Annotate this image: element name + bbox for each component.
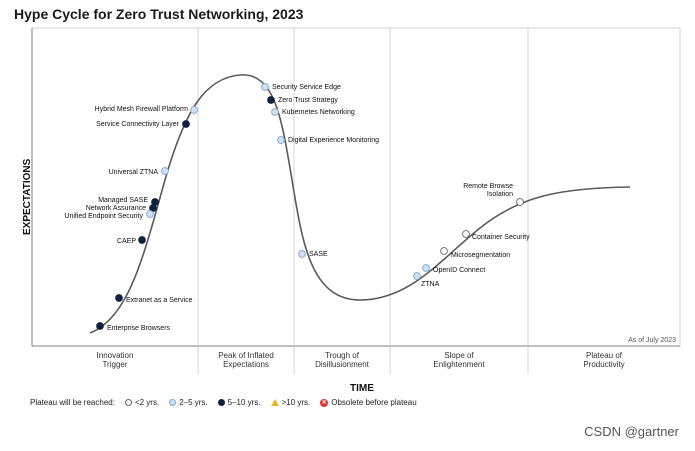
data-point-label: Managed SASE: [98, 197, 148, 204]
data-point-label: Container Security: [472, 234, 530, 241]
data-point: [261, 83, 269, 91]
phase-label: Slope of Enlightenment: [433, 351, 485, 369]
triangle-icon: [270, 399, 279, 406]
x-axis-label: TIME: [350, 383, 374, 394]
data-point-label: Hybrid Mesh Firewall Platform: [95, 106, 189, 113]
legend-item-2-5: 2–5 yrs.: [169, 398, 208, 407]
data-point-label: Universal ZTNA: [109, 169, 159, 176]
legend-item-gt10: >10 yrs.: [270, 398, 310, 407]
legend-item-obsolete: ✕ Obsolete before plateau: [320, 398, 417, 407]
data-point: [298, 250, 306, 258]
y-axis-label: EXPECTATIONS: [22, 158, 33, 235]
obsolete-x-icon: ✕: [320, 398, 329, 407]
data-point: [462, 230, 470, 238]
data-point: [149, 204, 157, 212]
data-point: [115, 294, 123, 302]
legend-title: Plateau will be reached:: [30, 398, 115, 407]
data-point: [267, 96, 275, 104]
data-point: [516, 198, 524, 206]
data-point-label: SASE: [309, 251, 328, 258]
as-of-label: As of July 2023: [628, 337, 676, 344]
data-point-label: Security Service Edge: [272, 84, 341, 91]
phase-label: Trough of Disillusionment: [315, 351, 370, 369]
data-point: [422, 264, 430, 272]
data-point-label: OpenID Connect: [433, 267, 485, 274]
data-point-label: Kubernetes Networking: [282, 109, 355, 116]
legend: Plateau will be reached: <2 yrs. 2–5 yrs…: [30, 398, 417, 407]
data-point-label: Digital Experience Monitoring: [288, 137, 379, 144]
data-point: [277, 136, 285, 144]
data-point: [413, 272, 421, 280]
data-point-label: Network Assurance: [86, 205, 146, 212]
data-point-label: ZTNA: [421, 281, 440, 288]
data-point: [271, 108, 279, 116]
data-point: [440, 247, 448, 255]
data-point: [96, 322, 104, 330]
data-point: [190, 106, 198, 114]
phase-label: Innovation Trigger: [97, 351, 134, 369]
legend-item-5-10: 5–10 yrs.: [217, 398, 261, 407]
data-point: [138, 236, 146, 244]
navy-dot-icon: [217, 399, 225, 406]
hype-cycle-chart: Innovation Trigger Peak of Inflated Expecta…: [22, 27, 681, 394]
data-point-label: Unified Endpoint Security: [64, 213, 143, 220]
phase-label: Plateau of Productivity: [583, 351, 624, 369]
data-point-label: CAEP: [117, 238, 136, 245]
data-point: [182, 120, 190, 128]
data-point-label: Remote Browse Isolation: [463, 183, 513, 198]
lightblue-dot-icon: [169, 399, 177, 406]
data-point-label: Enterprise Browsers: [107, 325, 171, 332]
white-dot-icon: [124, 399, 132, 406]
legend-item-lt2: <2 yrs.: [124, 398, 159, 407]
data-point-label: Microsegmentation: [451, 252, 510, 259]
chart-title: Hype Cycle for Zero Trust Networking, 20…: [14, 6, 304, 22]
watermark-brand: CSDN @gartner: [584, 424, 679, 439]
data-point-label: Zero Trust Strategy: [278, 97, 338, 104]
data-point-label: Service Connectivity Layer: [96, 121, 180, 128]
data-point: [146, 210, 154, 218]
phase-label: Peak of Inflated Expectations: [218, 351, 274, 369]
hype-curve-line: [89, 74, 631, 334]
data-point-label: Extranet as a Service: [126, 297, 193, 304]
data-point: [161, 167, 169, 175]
